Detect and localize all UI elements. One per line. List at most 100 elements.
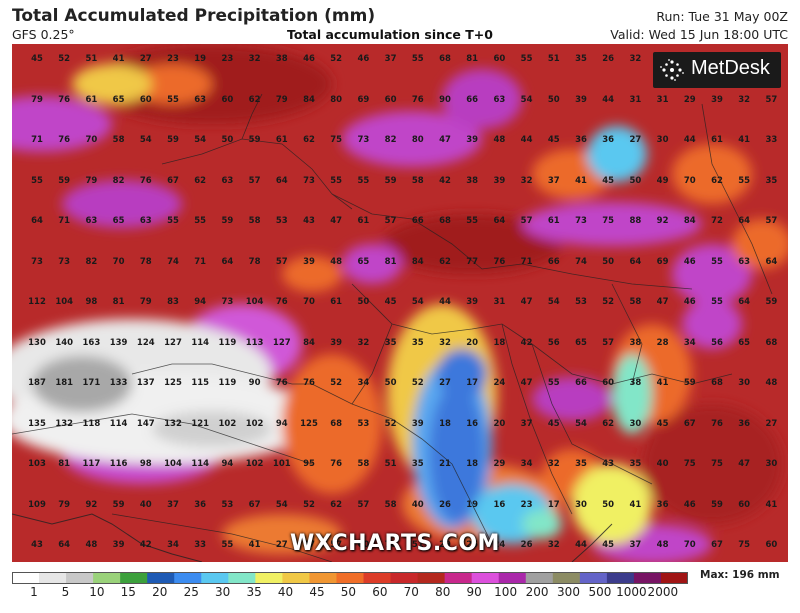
precip-value: 60	[139, 94, 152, 105]
model-label: GFS 0.25°	[12, 27, 75, 42]
precip-value: 78	[139, 256, 152, 267]
legend-color-swatch	[633, 572, 662, 584]
legend-tick-label: 40	[277, 585, 294, 599]
precip-value: 32	[738, 94, 751, 105]
precip-value: 45	[602, 540, 615, 550]
precip-value: 50	[357, 297, 370, 307]
precip-value: 70	[85, 135, 98, 145]
precip-value: 52	[303, 499, 315, 510]
legend-tick-label: 45	[309, 585, 325, 599]
precip-value: 92	[656, 216, 669, 226]
precip-value: 64	[221, 256, 234, 267]
precip-value: 32	[547, 540, 560, 550]
precip-value: 59	[221, 216, 234, 226]
precip-value: 147	[136, 418, 155, 429]
precip-value: 45	[31, 54, 43, 64]
precip-value: 26	[520, 540, 533, 550]
precip-value: 82	[85, 256, 98, 267]
precip-value: 36	[575, 135, 587, 145]
precip-value: 51	[384, 459, 397, 469]
precip-value: 39	[411, 418, 424, 429]
precip-value: 57	[765, 216, 778, 226]
precip-value: 50	[629, 175, 642, 186]
precip-value: 42	[439, 175, 451, 186]
precip-value: 78	[248, 256, 261, 267]
precip-value: 73	[575, 216, 587, 226]
precip-value: 63	[738, 256, 751, 267]
precip-value: 60	[221, 94, 234, 105]
precip-value: 47	[656, 297, 669, 307]
precip-value: 27	[629, 135, 642, 145]
precip-value: 27	[275, 540, 288, 550]
precip-value: 18	[493, 337, 506, 348]
precipitation-map[interactable]: 45 52 51 41 27 23 19 23 32 38 46 52 46 37 55 68 81 60 55 51…	[12, 44, 788, 562]
precip-value: 62	[194, 175, 207, 186]
precip-value: 102	[245, 418, 264, 429]
precip-value: 53	[357, 418, 370, 429]
precip-value: 34	[357, 378, 370, 388]
precip-value: 31	[629, 94, 642, 105]
precip-value: 35	[629, 459, 642, 469]
precip-value: 57	[602, 337, 615, 348]
precip-value: 57	[357, 499, 370, 510]
run-time: Run: Tue 31 May 00Z	[656, 9, 788, 24]
precip-value: 55	[711, 297, 723, 307]
precip-value: 70	[683, 540, 696, 550]
precip-value: 61	[85, 94, 98, 105]
precip-value: 59	[683, 378, 696, 388]
precip-value: 32	[248, 54, 261, 64]
precip-value: 59	[112, 499, 125, 510]
precip-value: 55	[167, 94, 179, 105]
precip-value: 48	[656, 540, 669, 550]
precip-value: 112	[28, 297, 46, 307]
precip-value: 61	[330, 297, 343, 307]
precip-value: 35	[411, 337, 424, 348]
precip-value: 17	[547, 499, 560, 510]
precip-value: 64	[275, 175, 288, 186]
precip-value: 114	[191, 459, 210, 469]
legend-border	[12, 572, 688, 584]
precip-value: 52	[330, 378, 343, 388]
precip-value: 65	[112, 216, 125, 226]
precip-value: 73	[357, 135, 370, 145]
precip-value: 66	[466, 94, 479, 105]
precip-value: 104	[55, 297, 74, 307]
precip-value: 59	[711, 499, 723, 510]
legend-tick-label: 90	[466, 585, 482, 599]
precip-value: 27	[765, 418, 778, 429]
precip-value: 26	[602, 54, 615, 64]
precip-value: 50	[221, 135, 234, 145]
precip-value: 81	[112, 297, 125, 307]
legend-tick-label: 70	[403, 585, 419, 599]
precip-value: 63	[85, 216, 98, 226]
precip-value: 52	[330, 54, 343, 64]
precip-value: 76	[58, 135, 71, 145]
precip-value: 75	[330, 135, 343, 145]
precip-value: 76	[411, 94, 424, 105]
precip-value: 62	[711, 175, 723, 186]
precip-value: 62	[602, 418, 615, 429]
precip-value: 63	[194, 94, 207, 105]
precip-value: 23	[221, 54, 234, 64]
starburst-logo-icon	[659, 58, 685, 82]
precip-value: 70	[384, 540, 397, 550]
legend-tick-label: 100	[494, 585, 518, 599]
precip-value: 84	[683, 216, 696, 226]
precip-value: 54	[139, 135, 152, 145]
precip-value: 45	[547, 135, 560, 145]
precip-value: 59	[58, 175, 71, 186]
precip-value: 67	[711, 540, 723, 550]
precip-value: 55	[194, 216, 207, 226]
precip-value: 32	[439, 337, 451, 348]
precip-value: 51	[411, 540, 424, 550]
precip-value: 63	[221, 175, 234, 186]
precip-value: 44	[520, 135, 533, 145]
precip-value: 58	[411, 175, 424, 186]
precip-value: 41	[575, 175, 587, 186]
precip-value: 132	[55, 418, 74, 429]
precip-value: 82	[112, 175, 125, 186]
precip-value: 49	[656, 175, 669, 186]
precip-value: 135	[28, 418, 46, 429]
precip-value: 68	[765, 337, 778, 348]
legend-tick-label: 1000	[616, 585, 647, 599]
